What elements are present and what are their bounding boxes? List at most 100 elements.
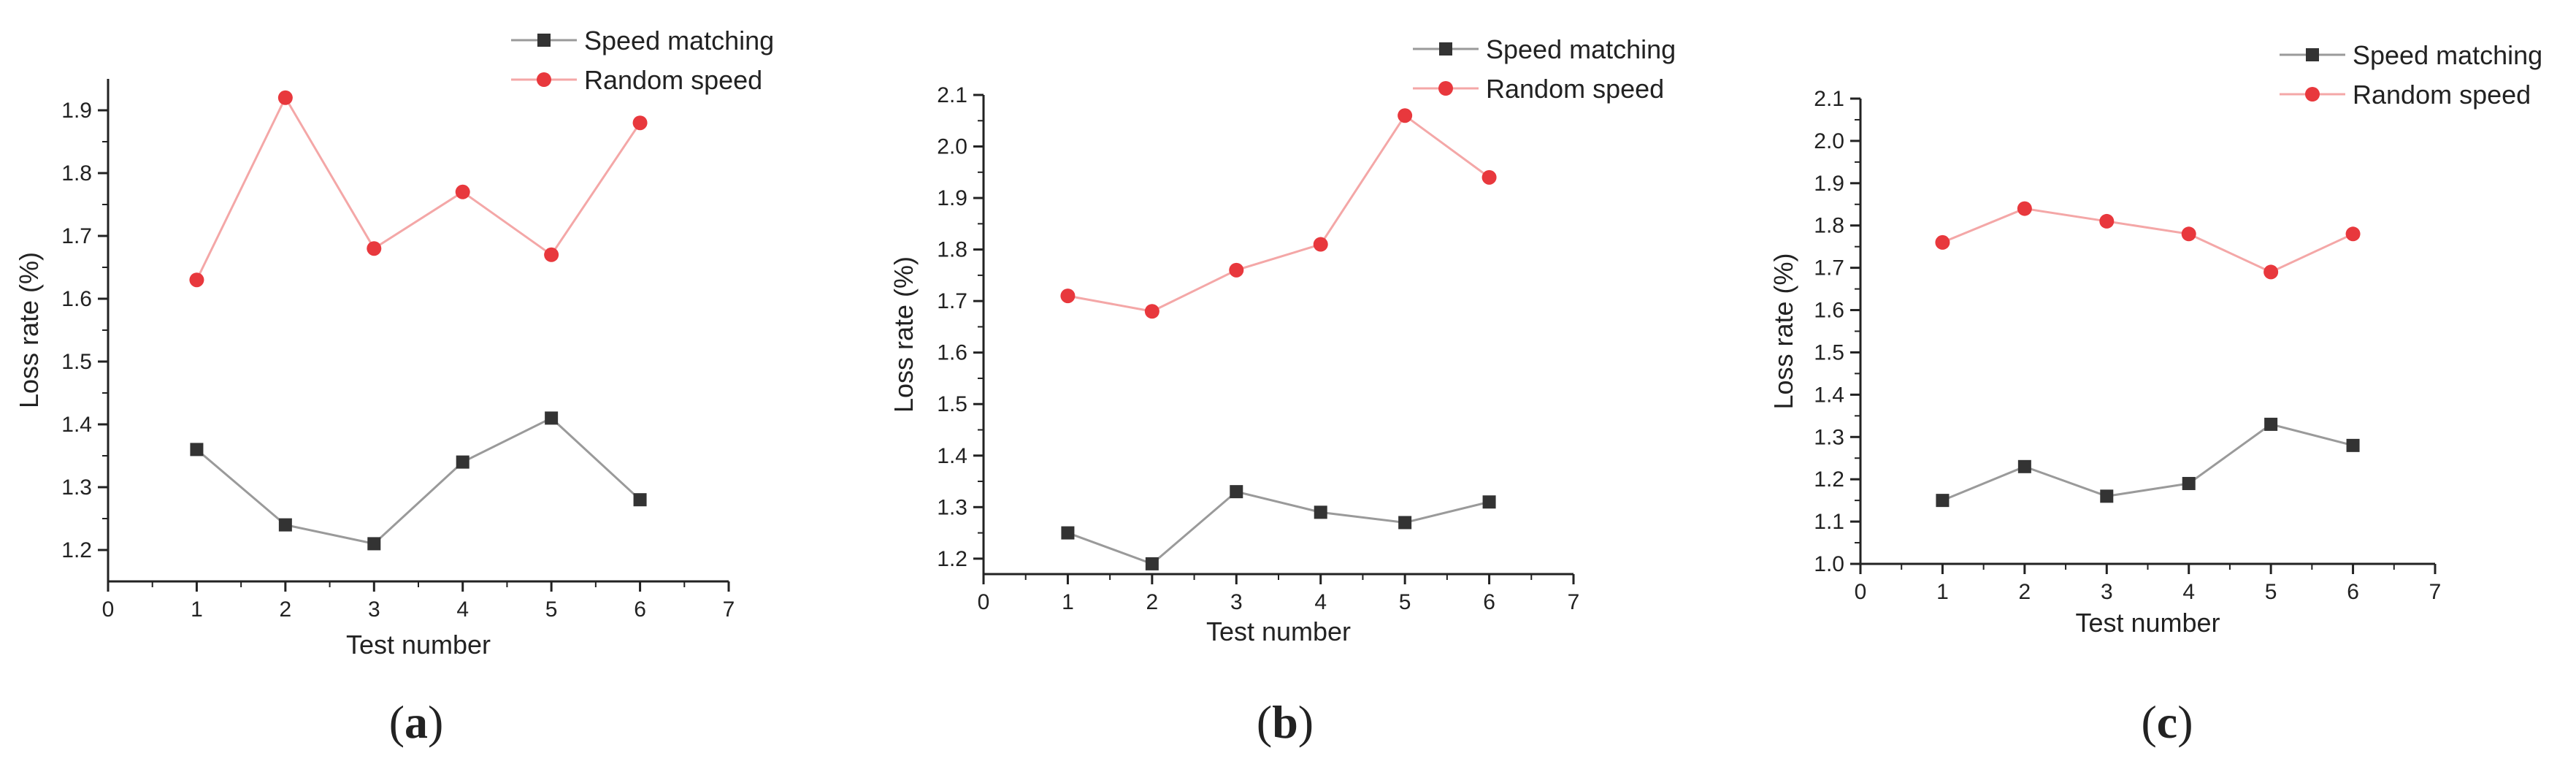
x-tick-label: 4	[1314, 590, 1327, 614]
data-point-speed-matching	[633, 493, 647, 507]
data-point-random-speed	[544, 247, 559, 262]
legend-marker-square	[1439, 42, 1452, 56]
x-tick-label: 2	[280, 597, 292, 622]
series-line-random-speed	[1941, 207, 2354, 274]
data-point-speed-matching	[2264, 417, 2278, 431]
legend-marker-square	[537, 34, 551, 47]
y-tick-label: 1.2	[937, 547, 967, 571]
y-tick-label: 1.8	[61, 161, 92, 186]
legend-label: Speed matching	[2353, 40, 2542, 70]
series-line-random-speed	[196, 95, 641, 280]
y-tick-label: 1.9	[1814, 172, 1844, 196]
x-tick-label: 0	[102, 597, 115, 622]
data-point-random-speed	[2181, 226, 2196, 242]
data-point-random-speed	[277, 90, 293, 105]
x-tick-label: 3	[368, 597, 380, 622]
y-tick-label: 2.1	[937, 83, 967, 107]
panel-label: (b)	[1257, 696, 1314, 748]
data-point-speed-matching	[2346, 438, 2360, 452]
series-line-speed-matching	[1067, 490, 1490, 565]
y-tick-label: 1.4	[937, 444, 967, 468]
y-axis-label: Loss rate (%)	[889, 256, 919, 413]
legend-marker-circle	[537, 72, 551, 87]
data-point-speed-matching	[1398, 516, 1412, 530]
y-tick-label: 1.7	[61, 224, 92, 248]
panel-c: 0 1 2 3 4 5 6 7 1.0 1.1 1.2 1.3 1.4 1.5 1.6 1.7 1.8 1.9 2.…	[1768, 40, 2542, 748]
x-tick-label: 2	[2019, 580, 2031, 604]
data-point-speed-matching	[1314, 505, 1327, 519]
data-point-speed-matching	[1936, 494, 1950, 508]
x-tick-label: 4	[456, 597, 469, 622]
panel-label: (a)	[389, 696, 444, 748]
y-tick-label: 1.1	[1814, 510, 1844, 534]
y-tick-label: 1.6	[1814, 299, 1844, 323]
data-point-speed-matching	[278, 518, 292, 532]
legend-label: Speed matching	[1486, 34, 1676, 64]
y-tick-label: 1.2	[1814, 467, 1844, 492]
y-tick-label: 1.7	[937, 289, 967, 313]
data-point-speed-matching	[456, 455, 469, 469]
data-point-speed-matching	[367, 537, 381, 551]
y-tick-label: 1.3	[1814, 425, 1844, 449]
y-tick-label: 1.9	[937, 186, 967, 210]
x-tick-label: 7	[723, 597, 735, 622]
data-point-random-speed	[2017, 201, 2032, 216]
legend-label: Random speed	[2353, 80, 2531, 110]
x-tick-label: 1	[1936, 580, 1949, 604]
panel-a: 0 1 2 3 4 5 6 7 1.2 1.3 1.4 1.5 1.6 1.7 1.8 1.9 Test num…	[14, 26, 774, 748]
y-axis-label: Loss rate (%)	[1768, 253, 1798, 409]
data-point-random-speed	[1935, 234, 1950, 250]
y-tick-label: 2.0	[937, 135, 967, 159]
y-tick-label: 1.0	[1814, 552, 1844, 576]
data-point-speed-matching	[2182, 476, 2196, 490]
data-point-speed-matching	[2100, 489, 2114, 503]
data-point-speed-matching	[545, 411, 559, 425]
x-tick-label: 0	[1855, 580, 1867, 604]
x-tick-label: 5	[545, 597, 558, 622]
data-point-random-speed	[2345, 226, 2361, 242]
y-tick-label: 2.0	[1814, 129, 1844, 153]
y-axis-label: Loss rate (%)	[14, 252, 44, 408]
x-tick-label: 3	[2101, 580, 2113, 604]
data-point-random-speed	[1481, 169, 1497, 185]
x-tick-label: 6	[2347, 580, 2359, 604]
x-tick-label: 1	[191, 597, 203, 622]
y-tick-label: 1.4	[1814, 383, 1844, 407]
x-tick-label: 1	[1062, 590, 1074, 614]
data-point-speed-matching	[1482, 495, 1496, 509]
x-tick-label: 5	[2265, 580, 2277, 604]
y-tick-label: 1.9	[61, 99, 92, 123]
y-tick-label: 1.4	[61, 413, 92, 437]
data-point-random-speed	[455, 184, 470, 199]
y-tick-label: 1.7	[1814, 256, 1844, 280]
series-line-speed-matching	[1941, 423, 2353, 502]
y-tick-label: 1.8	[937, 238, 967, 262]
x-tick-label: 6	[634, 597, 646, 622]
x-tick-label: 7	[2429, 580, 2442, 604]
x-axis-label: Test number	[1206, 616, 1351, 646]
legend-label: Random speed	[584, 65, 762, 95]
x-axis-label: Test number	[2075, 608, 2220, 638]
legend-label: Random speed	[1486, 74, 1664, 104]
legend-marker-square	[2306, 48, 2319, 61]
y-tick-label: 1.2	[61, 538, 92, 562]
x-tick-label: 2	[1146, 590, 1159, 614]
y-tick-label: 1.5	[61, 350, 92, 374]
data-point-random-speed	[2263, 264, 2279, 280]
data-point-random-speed	[632, 115, 648, 131]
y-tick-label: 2.1	[1814, 87, 1844, 111]
data-point-random-speed	[2099, 213, 2115, 229]
y-tick-label: 1.8	[1814, 214, 1844, 238]
data-point-random-speed	[1144, 304, 1159, 319]
x-tick-label: 0	[978, 590, 990, 614]
x-tick-label: 6	[1483, 590, 1495, 614]
x-tick-label: 3	[1230, 590, 1243, 614]
data-point-random-speed	[1229, 262, 1244, 278]
legend-marker-circle	[1438, 81, 1453, 96]
y-tick-label: 1.5	[937, 392, 967, 416]
data-point-random-speed	[1313, 237, 1328, 252]
data-point-speed-matching	[2017, 459, 2031, 473]
x-axis-label: Test number	[346, 630, 491, 660]
panel-b: 0 1 2 3 4 5 6 7 1.2 1.3 1.4 1.5 1.6 1.7 1.8 1.9 2.0 2.1 Te…	[889, 34, 1676, 748]
